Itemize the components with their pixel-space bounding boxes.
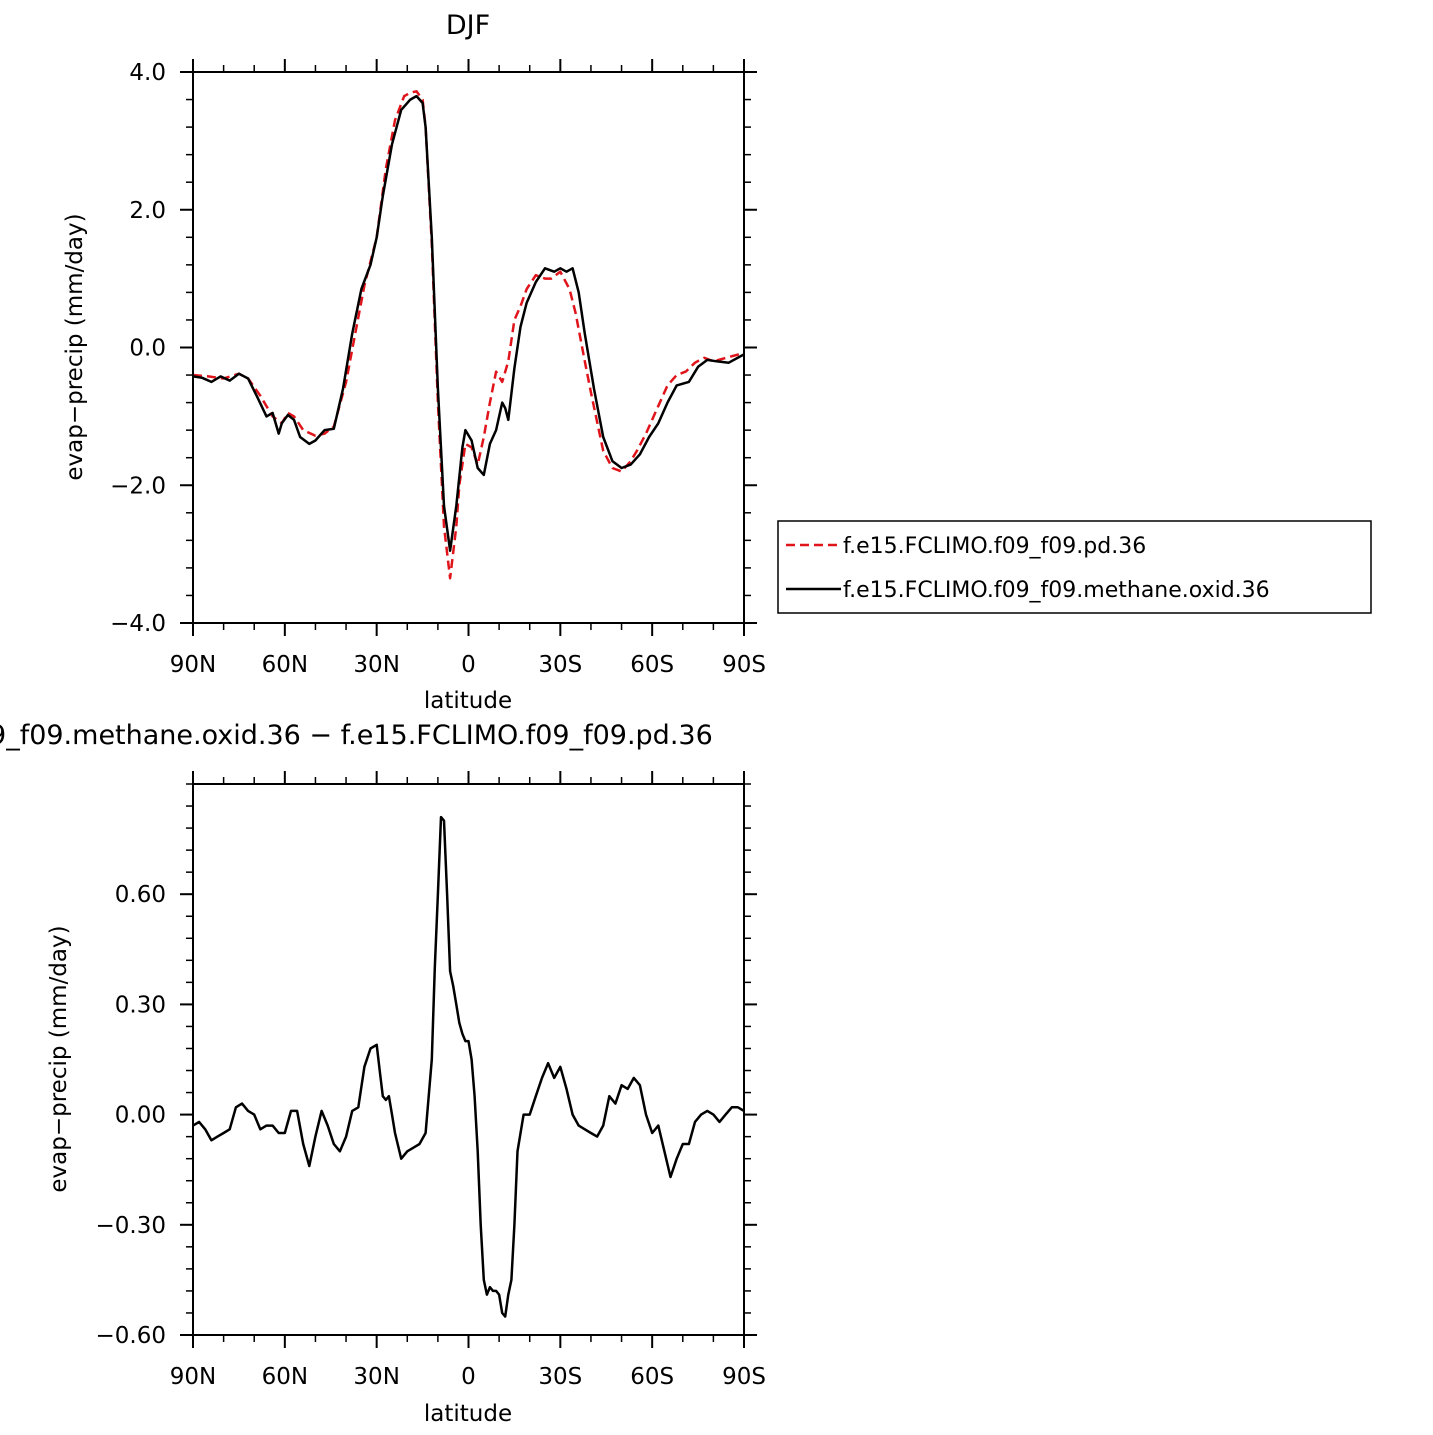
- x-axis-label: latitude: [424, 1401, 512, 1427]
- y-tick-label: −0.60: [96, 1323, 166, 1349]
- legend-label-pd: f.e15.FCLIMO.f09_f09.pd.36: [843, 534, 1146, 559]
- y-tick-label: 0.0: [129, 336, 166, 362]
- y-tick-label: 0.00: [115, 1103, 166, 1129]
- x-tick-label: 30N: [353, 1364, 399, 1390]
- x-tick-label: 60N: [262, 652, 308, 678]
- y-tick-label: 0.60: [115, 882, 166, 908]
- y-tick-label: 0.30: [115, 992, 166, 1018]
- x-tick-label: 30N: [353, 652, 399, 678]
- top-chart: DJF 90N 60N 30N 0 30S 60S 90S −4.0 −2.0 0.0 2.0 4.0…: [62, 10, 1372, 714]
- legend: f.e15.FCLIMO.f09_f09.pd.36 f.e15.FCLIMO.…: [777, 520, 1372, 614]
- legend-label-methane: f.e15.FCLIMO.f09_f09.methane.oxid.36: [843, 578, 1270, 603]
- x-tick-label: 30S: [538, 1364, 582, 1390]
- bottom-chart: f.e15.FCLIMO.f09_f09.methane.oxid.36 − f…: [0, 720, 766, 1427]
- y-tick-label: −4.0: [110, 611, 166, 637]
- x-tick-label: 60N: [262, 1364, 308, 1390]
- series-line-pd: [192, 90, 745, 580]
- y-axis-label: evap−precip (mm/day): [46, 925, 72, 1192]
- x-tick-label: 60S: [630, 1364, 674, 1390]
- x-axis-label: latitude: [424, 688, 512, 714]
- y-tick-label: −2.0: [110, 473, 166, 499]
- x-tick-label: 60S: [630, 652, 674, 678]
- plot-frame: [192, 71, 745, 624]
- y-tick-label: 2.0: [129, 198, 166, 224]
- x-tick-label: 90N: [170, 652, 216, 678]
- x-tick-label: 0: [461, 1364, 476, 1390]
- chart-title: f.e15.FCLIMO.f09_f09.methane.oxid.36 − f…: [0, 720, 713, 751]
- x-tick-label: 90N: [170, 1364, 216, 1390]
- y-axis-label: evap−precip (mm/day): [62, 213, 88, 480]
- chart-title: DJF: [446, 10, 490, 41]
- x-tick-label: 30S: [538, 652, 582, 678]
- plot-frame: [192, 783, 745, 1336]
- legend-box: [777, 520, 1372, 614]
- series-line-methane-oxid: [192, 94, 745, 552]
- series-line-methane-oxid: [192, 815, 745, 1318]
- y-tick-label: −0.30: [96, 1213, 166, 1239]
- y-tick-label: 4.0: [129, 60, 166, 86]
- x-tick-label: 90S: [722, 1364, 766, 1390]
- x-tick-label: 0: [461, 652, 476, 678]
- x-tick-label: 90S: [722, 652, 766, 678]
